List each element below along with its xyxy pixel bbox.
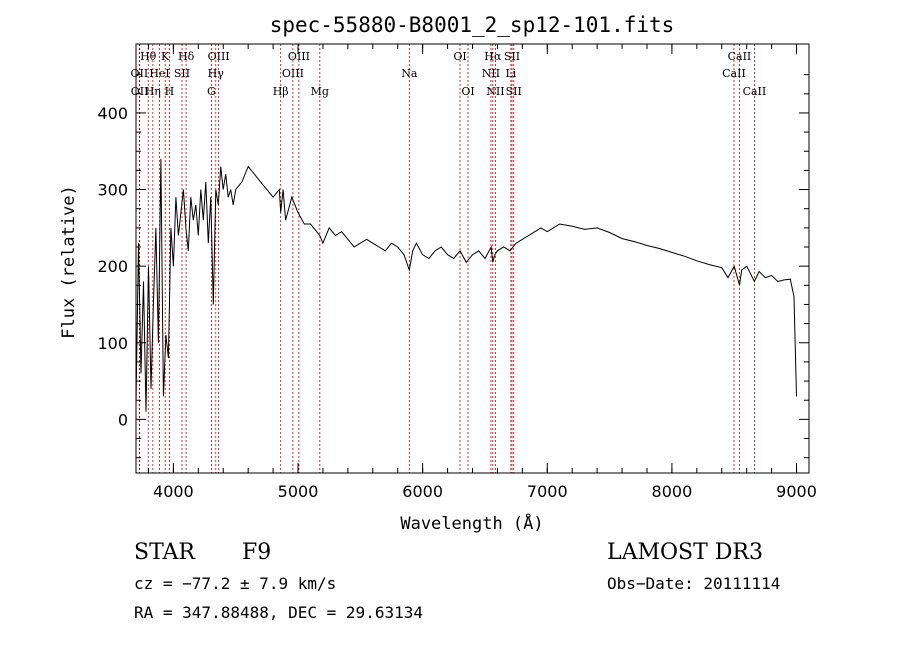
y-tick-label-3: 300 — [97, 181, 128, 200]
line-label-21: NII — [486, 85, 504, 98]
x-tick-label-2: 6000 — [402, 482, 443, 501]
line-label-17: OI — [453, 50, 466, 63]
line-label-13: OIII — [288, 50, 310, 63]
spectrum-line — [135, 158, 797, 412]
line-label-4: HeI — [149, 67, 169, 80]
line-label-26: CaII — [722, 67, 746, 80]
line-label-3: OII — [131, 67, 149, 80]
x-axis: 4000 5000 6000 7000 8000 9000 — [147, 44, 817, 501]
object-subclass: F9 — [242, 540, 272, 565]
line-label-16: Na — [401, 67, 418, 80]
line-label-1: K — [161, 50, 170, 63]
object-class: STAR — [134, 540, 195, 565]
y-tick-label-1: 100 — [97, 334, 128, 353]
observation-date: Obs−Date: 20111114 — [607, 574, 781, 593]
y-tick-label-0: 0 — [118, 410, 128, 429]
line-label-8: H — [165, 85, 175, 98]
line-label-19: Hα — [484, 50, 502, 63]
spectral-line-markers — [138, 44, 755, 473]
line-label-7: Hη — [145, 85, 161, 98]
coordinates: RA = 347.88488, DEC = 29.63134 — [134, 603, 423, 622]
line-label-24: SII — [506, 85, 522, 98]
line-label-25: CaII — [728, 50, 752, 63]
survey-name: LAMOST DR3 — [607, 540, 763, 565]
line-label-6: OII — [131, 85, 149, 98]
x-tick-label-5: 9000 — [776, 482, 817, 501]
chart-title: spec-55880-B8001_2_sp12-101.fits — [270, 13, 675, 37]
x-axis-label: Wavelength (Å) — [400, 512, 543, 534]
line-label-18: OI — [461, 85, 474, 98]
line-label-2: Hδ — [178, 50, 195, 63]
line-label-20: NII — [482, 67, 500, 80]
line-label-12: Hβ — [273, 85, 289, 98]
line-label-23: Li — [505, 67, 516, 80]
y-axis-label: Flux (relative) — [59, 185, 79, 339]
line-label-0: Hθ — [140, 50, 157, 63]
x-tick-label-4: 8000 — [652, 482, 693, 501]
line-label-14: OIII — [282, 67, 304, 80]
x-tick-label-1: 5000 — [278, 482, 319, 501]
x-tick-label-0: 4000 — [153, 482, 194, 501]
line-label-15: Mg — [311, 85, 329, 98]
x-tick-label-3: 7000 — [527, 482, 568, 501]
line-label-27: CaII — [743, 85, 767, 98]
redshift-velocity: cz = −77.2 ± 7.9 km/s — [134, 574, 337, 593]
line-label-9: OIII — [208, 50, 230, 63]
line-label-5: SII — [174, 67, 190, 80]
line-label-22: SII — [504, 50, 520, 63]
line-label-10: Hγ — [208, 67, 225, 80]
y-tick-label-4: 400 — [97, 104, 128, 123]
line-label-11: G — [207, 85, 216, 98]
y-tick-label-2: 200 — [97, 257, 128, 276]
y-axis: 0 100 200 300 400 — [97, 74, 809, 459]
plot-frame — [135, 43, 810, 474]
